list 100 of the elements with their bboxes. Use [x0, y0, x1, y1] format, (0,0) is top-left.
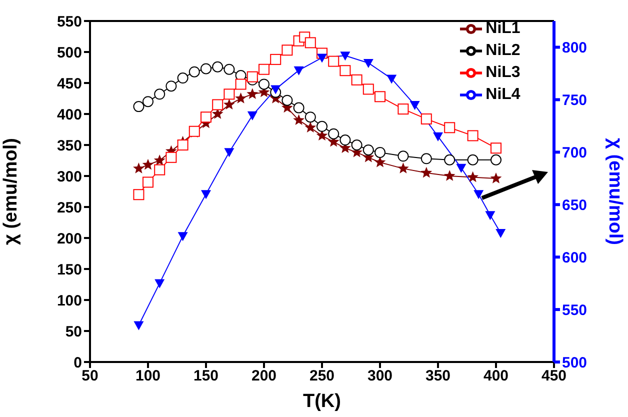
point [293, 114, 305, 126]
point [133, 101, 144, 112]
point [133, 162, 144, 174]
point [467, 171, 479, 182]
point [374, 91, 386, 102]
point [142, 96, 154, 108]
point [351, 140, 362, 150]
y-tick-label: 100 [56, 292, 82, 310]
point [212, 99, 224, 110]
point [398, 104, 409, 115]
point [328, 56, 340, 67]
y-tick-label: 400 [56, 106, 82, 124]
point [200, 112, 212, 123]
y2-axis-title: χ (emu/mol) [604, 138, 626, 245]
point [304, 37, 316, 48]
y-tick-label: 150 [56, 261, 82, 278]
point [433, 132, 443, 142]
point [420, 153, 432, 164]
y2-tick-label: 600 [562, 249, 588, 266]
point [293, 102, 304, 114]
point [201, 190, 211, 200]
point [420, 113, 432, 124]
point [154, 88, 166, 100]
point [474, 190, 484, 200]
y-tick-label: 200 [56, 230, 82, 248]
point [386, 74, 397, 84]
x-tick-label: 50 [82, 368, 98, 385]
point [235, 78, 246, 90]
point [420, 166, 432, 178]
x-tick-label: 300 [367, 368, 393, 385]
legend-label: NiL2 [486, 42, 520, 60]
point [444, 170, 456, 181]
point [154, 164, 166, 176]
y2-tick-label: 800 [562, 40, 588, 57]
point [410, 100, 420, 110]
point [490, 172, 502, 184]
x-tick-label: 150 [193, 368, 219, 385]
point [282, 44, 293, 56]
point [362, 144, 374, 156]
point [247, 111, 258, 120]
point [456, 164, 466, 173]
point [363, 58, 374, 68]
point [316, 120, 328, 132]
point [362, 84, 374, 95]
y2-tick-label: 750 [562, 92, 588, 110]
y-tick-label: 50 [65, 323, 82, 340]
point [340, 65, 351, 76]
point [317, 54, 327, 63]
point [398, 150, 409, 162]
y-tick-label: 450 [56, 75, 82, 92]
y-tick-label: 250 [56, 199, 82, 216]
legend-label: NiL3 [486, 64, 520, 82]
y-tick-label: 550 [56, 13, 82, 30]
point [258, 64, 270, 75]
point [496, 228, 506, 238]
point [351, 74, 362, 86]
y-tick-label: 300 [56, 168, 82, 186]
point [485, 211, 496, 220]
point [154, 279, 165, 288]
point [224, 148, 234, 158]
point [224, 88, 235, 100]
point [397, 162, 409, 174]
point [200, 63, 212, 74]
point [467, 154, 478, 166]
point [374, 156, 386, 168]
point [166, 152, 177, 163]
point [177, 72, 188, 84]
y-tick-label: 350 [56, 137, 82, 154]
point [223, 98, 235, 110]
legend-label: NiL4 [486, 86, 520, 104]
y-axis-title: χ (emu/mol) [0, 138, 22, 245]
point [178, 232, 188, 242]
point [304, 112, 316, 123]
point [177, 140, 188, 150]
point [258, 78, 270, 90]
x-tick-label: 350 [425, 368, 451, 385]
point [270, 85, 281, 94]
point [133, 189, 144, 200]
x-tick-label: 400 [483, 368, 509, 385]
point [467, 130, 478, 142]
point [212, 61, 224, 72]
point [304, 122, 316, 132]
point [444, 154, 456, 166]
point [246, 71, 258, 82]
point [134, 321, 144, 330]
x-tick-label: 250 [309, 368, 335, 385]
y2-tick-label: 650 [562, 196, 588, 214]
point [142, 176, 154, 188]
y-tick-label: 0 [74, 354, 82, 372]
y2-tick-label: 550 [562, 302, 588, 319]
point [166, 80, 177, 92]
point [235, 92, 247, 104]
point [294, 66, 304, 76]
point [142, 158, 154, 170]
point [224, 64, 235, 75]
point [154, 154, 166, 166]
x-axis-title: T(K) [303, 391, 341, 412]
legend-label: NiL1 [486, 20, 520, 38]
point [188, 66, 200, 78]
point [282, 94, 293, 106]
